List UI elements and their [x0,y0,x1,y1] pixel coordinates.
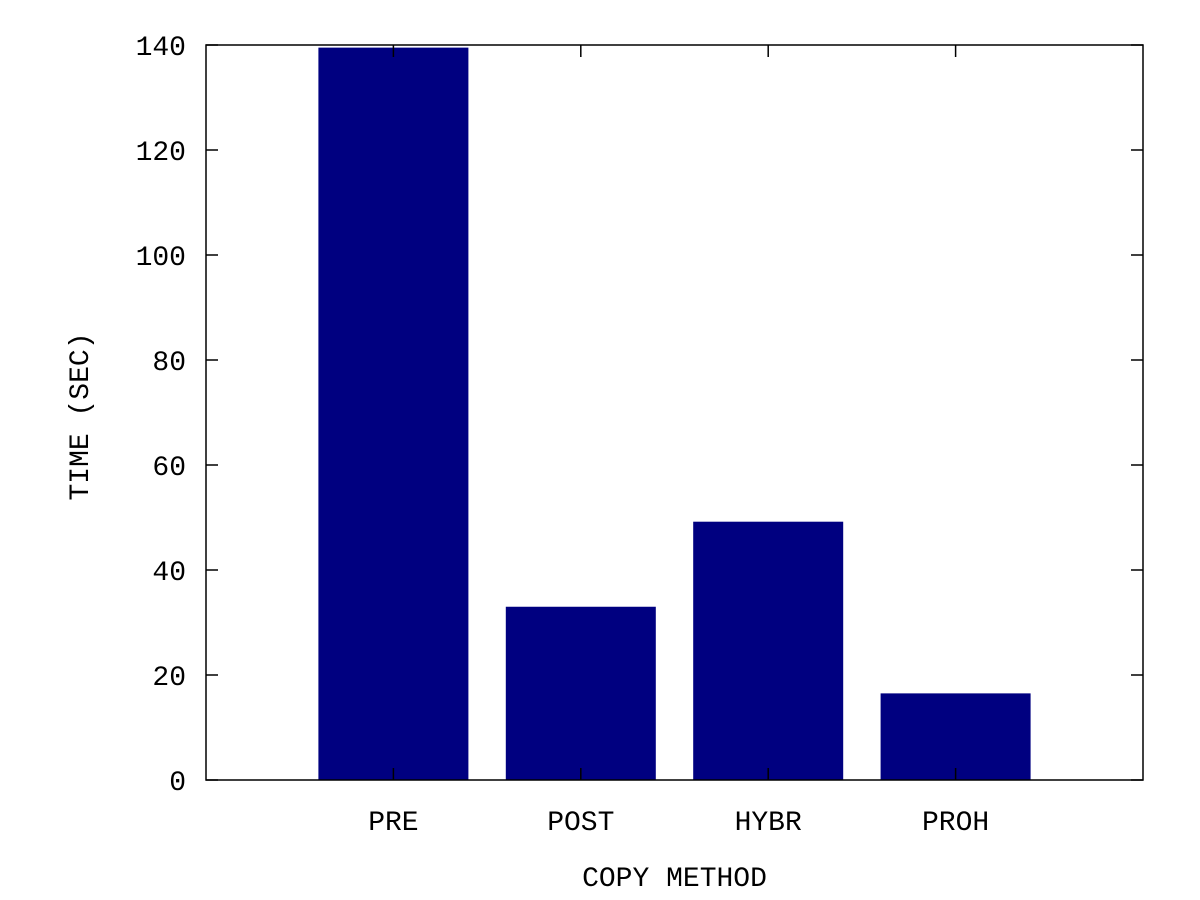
y-tick-label: 80 [152,348,186,379]
bar-pre [318,47,469,780]
y-tick-label: 0 [169,768,186,799]
y-axis-ticks: 0 20 40 60 80 100 120 140 [136,33,1143,799]
y-tick-label: 60 [152,453,186,484]
x-category-label-hybr: HYBR [735,808,802,839]
y-tick-label: 140 [136,33,186,64]
plot-frame [205,44,1144,781]
y-tick-label: 20 [152,663,186,694]
bars-group [318,47,1031,780]
bar-hybr [693,521,844,780]
x-category-label-pre: PRE [368,808,418,839]
y-tick-label: 120 [136,138,186,169]
x-category-label-proh: PROH [922,808,989,839]
x-axis-title: COPY METHOD [582,864,767,895]
x-axis-category-labels: PRE POST HYBR PROH [368,45,989,839]
bar-proh [880,693,1031,780]
x-category-label-post: POST [547,808,614,839]
y-tick-label: 40 [152,558,186,589]
y-axis-title: TIME (SEC) [66,332,97,500]
y-tick-label: 100 [136,243,186,274]
bar-post [505,606,656,780]
